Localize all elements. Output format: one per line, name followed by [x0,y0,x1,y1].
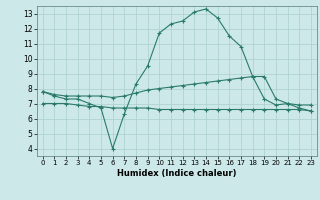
X-axis label: Humidex (Indice chaleur): Humidex (Indice chaleur) [117,169,236,178]
